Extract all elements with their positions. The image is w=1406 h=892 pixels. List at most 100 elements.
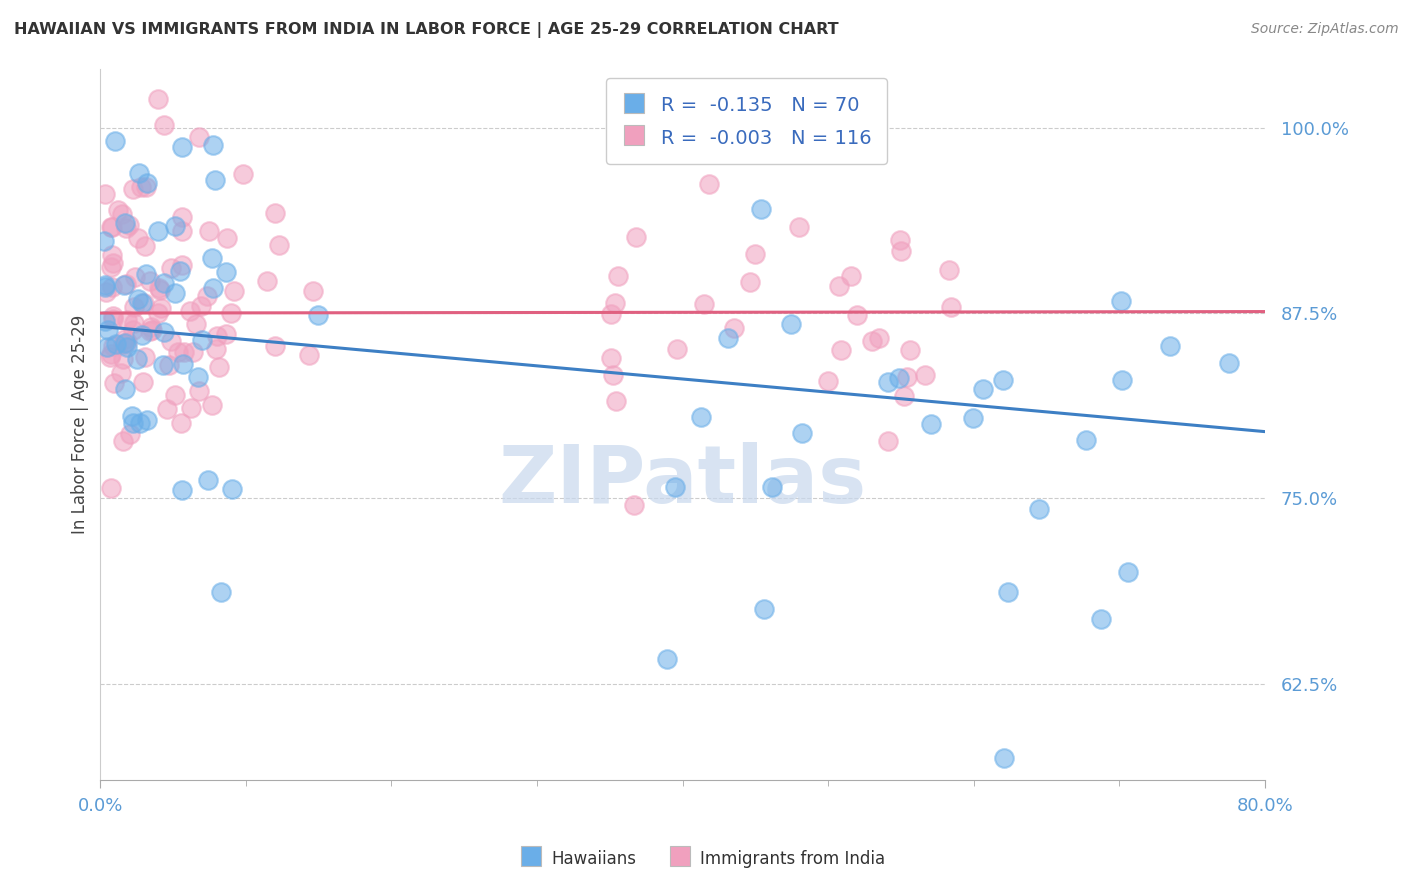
Point: [94, 285, 117, 299]
Point: [101, 310, 124, 324]
Point: [666, 343, 689, 357]
Point: [122, 323, 145, 337]
Point: [307, 308, 329, 322]
Point: [131, 295, 153, 310]
Point: [827, 279, 849, 293]
Point: [132, 375, 155, 389]
Point: [122, 300, 145, 314]
Point: [103, 256, 125, 270]
Point: [890, 244, 912, 258]
Point: [120, 427, 142, 442]
Point: [208, 360, 231, 375]
Point: [122, 316, 145, 330]
Point: [122, 182, 145, 196]
Point: [110, 366, 132, 380]
Point: [179, 303, 201, 318]
Point: [111, 207, 134, 221]
Point: [173, 344, 195, 359]
Point: [202, 281, 225, 295]
Point: [264, 206, 287, 220]
Point: [860, 334, 883, 349]
Point: [209, 585, 232, 599]
Point: [198, 224, 221, 238]
Point: [600, 307, 623, 321]
Point: [103, 376, 125, 391]
Point: [898, 343, 921, 357]
Point: [219, 306, 242, 320]
Point: [939, 301, 962, 315]
Point: [830, 343, 852, 357]
Point: [160, 334, 183, 348]
Point: [761, 480, 783, 494]
Point: [302, 284, 325, 298]
Point: [605, 394, 627, 409]
Point: [115, 313, 138, 327]
Point: [997, 584, 1019, 599]
Point: [121, 409, 143, 424]
Point: [889, 233, 911, 247]
Point: [152, 359, 174, 373]
Point: [114, 332, 136, 346]
Point: [184, 317, 207, 331]
Point: [920, 417, 942, 431]
Point: [152, 325, 174, 339]
Point: [141, 323, 163, 337]
Point: [744, 246, 766, 260]
Point: [135, 179, 157, 194]
Point: [153, 119, 176, 133]
Point: [101, 248, 124, 262]
Point: [187, 370, 209, 384]
Point: [221, 483, 243, 497]
Point: [657, 652, 679, 666]
Point: [153, 276, 176, 290]
Point: [232, 167, 254, 181]
Point: [118, 218, 141, 232]
Point: [107, 202, 129, 217]
Point: [200, 251, 222, 265]
Point: [148, 281, 170, 295]
Point: [149, 284, 172, 298]
Point: [115, 335, 138, 350]
Point: [93, 234, 115, 248]
Point: [101, 219, 124, 234]
Point: [269, 238, 291, 252]
Point: [190, 299, 212, 313]
Point: [139, 319, 162, 334]
Point: [170, 140, 193, 154]
Point: [877, 434, 900, 448]
Point: [256, 274, 278, 288]
Point: [115, 221, 138, 235]
Point: [938, 262, 960, 277]
Point: [94, 277, 117, 292]
Point: [606, 268, 628, 283]
Point: [623, 498, 645, 512]
Point: [868, 331, 890, 345]
Point: [96, 340, 118, 354]
Point: [740, 276, 762, 290]
Point: [98, 350, 121, 364]
Point: [893, 389, 915, 403]
Point: [972, 382, 994, 396]
Point: [787, 220, 810, 235]
Point: [132, 296, 155, 310]
Point: [1218, 356, 1240, 370]
Point: [962, 411, 984, 425]
Point: [134, 350, 156, 364]
Point: [135, 268, 157, 282]
Point: [163, 286, 186, 301]
Point: [205, 342, 228, 356]
Point: [664, 480, 686, 494]
Point: [170, 258, 193, 272]
Point: [138, 274, 160, 288]
Point: [170, 210, 193, 224]
Point: [135, 413, 157, 427]
Point: [602, 368, 624, 383]
Point: [914, 368, 936, 383]
Text: HAWAIIAN VS IMMIGRANTS FROM INDIA IN LABOR FORCE | AGE 25-29 CORRELATION CHART: HAWAIIAN VS IMMIGRANTS FROM INDIA IN LAB…: [14, 22, 839, 38]
Point: [1111, 373, 1133, 387]
Point: [839, 268, 862, 283]
Point: [100, 481, 122, 495]
Point: [172, 224, 194, 238]
Point: [100, 260, 122, 275]
Text: ZIPatlas: ZIPatlas: [499, 442, 866, 520]
